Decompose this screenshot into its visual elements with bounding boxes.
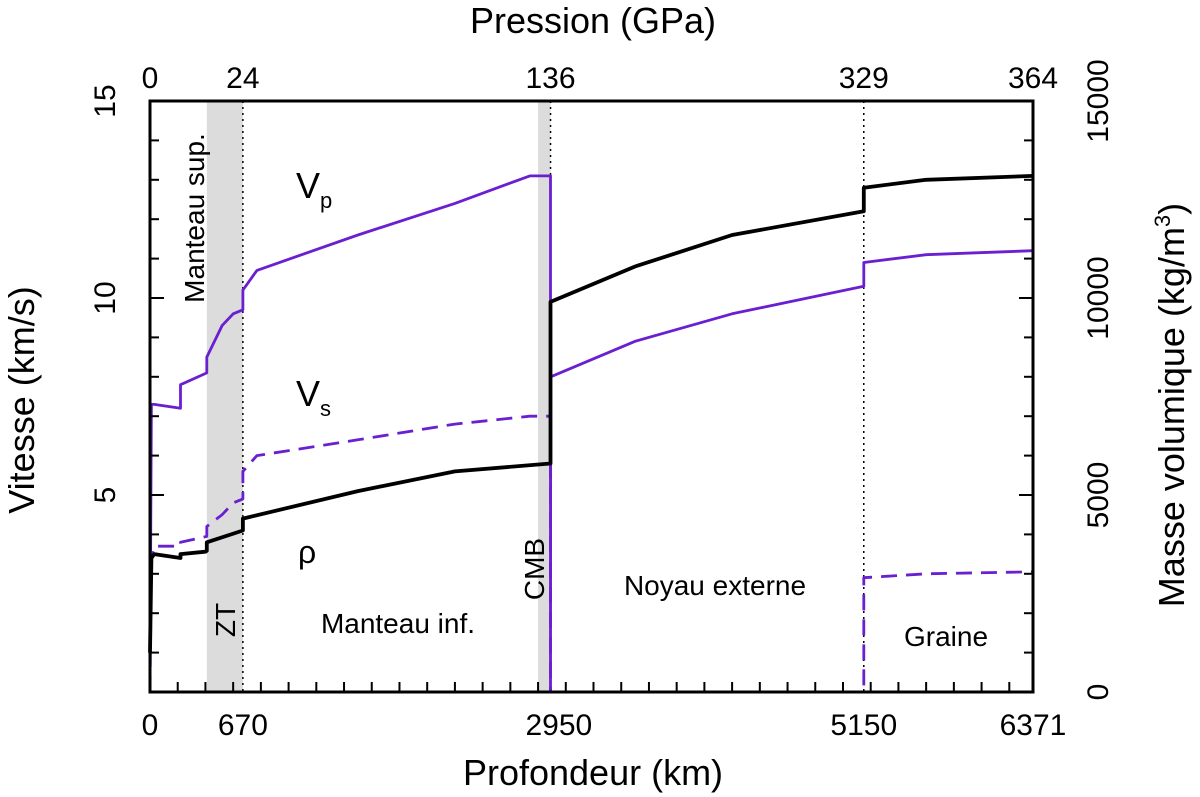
series-labels: Vp Vs ρ	[296, 165, 332, 570]
shaded-zone-1	[538, 101, 551, 692]
region-labels: Manteau sup. ZT Manteau inf. CMB Noyau e…	[179, 133, 988, 652]
boundary-lines	[149, 101, 865, 692]
y-right-axis-title: Masse volumique (kg/m3)	[1150, 203, 1192, 607]
y-right-tick-label: 10000	[1082, 256, 1115, 339]
x-axis-title: Profondeur (km)	[463, 752, 723, 793]
cmb-label: CMB	[519, 538, 550, 600]
inner-core-label: Graine	[904, 621, 988, 652]
upper-mantle-label: Manteau sup.	[179, 133, 210, 303]
y-left-axis-title: Vitesse (km/s)	[1, 286, 42, 513]
x-tick-label: 0	[142, 709, 159, 742]
lower-mantle-label: Manteau inf.	[321, 608, 475, 639]
axis-ticks	[149, 139, 1033, 692]
outer-core-label: Noyau externe	[624, 570, 806, 601]
transition-zone-label: ZT	[210, 603, 241, 637]
vs-series-label: Vs	[296, 373, 331, 421]
top-tick-label: 329	[839, 62, 889, 95]
y-left-tick-label: 10	[89, 281, 122, 314]
rho-series-label: ρ	[298, 534, 316, 570]
vp-label-subscript: p	[320, 188, 332, 213]
y-left-tick-label: 5	[89, 487, 122, 504]
x-tick-label: 5150	[830, 709, 897, 742]
shaded-zones	[206, 101, 551, 692]
data-series	[148, 174, 1034, 694]
y-right-tick-label: 0	[1082, 684, 1115, 701]
tick-labels: 0 670 2950 5150 6371 0 24 136 329 364 5 10 15 0 5000 10…	[89, 59, 1115, 742]
x-tick-label: 6371	[1000, 709, 1067, 742]
y-right-tick-label: 15000	[1082, 59, 1115, 142]
shaded-zone-0	[206, 101, 243, 692]
top-tick-label: 24	[226, 62, 259, 95]
y-right-axis-title-close: )	[1151, 203, 1192, 215]
top-axis-title: Pression (GPa)	[470, 0, 716, 41]
vs-label-main: V	[296, 373, 320, 414]
x-tick-label: 670	[218, 709, 268, 742]
series-line-rho	[148, 174, 1034, 653]
vp-label-main: V	[296, 165, 320, 206]
top-tick-label: 0	[142, 62, 159, 95]
y-right-axis-title-superscript: 3	[1150, 215, 1175, 227]
plot-frame	[148, 99, 1035, 694]
y-left-tick-label: 15	[89, 84, 122, 117]
y-right-axis-title-main: Masse volumique (kg/m	[1151, 227, 1192, 607]
vp-series-label: Vp	[296, 165, 332, 213]
top-tick-label: 136	[526, 62, 576, 95]
series-line-vs	[148, 414, 1034, 694]
top-tick-label: 364	[1008, 62, 1058, 95]
series-line-vp	[148, 174, 1034, 694]
x-tick-label: 2950	[525, 709, 592, 742]
vs-label-subscript: s	[320, 396, 331, 421]
y-right-tick-label: 5000	[1082, 462, 1115, 529]
